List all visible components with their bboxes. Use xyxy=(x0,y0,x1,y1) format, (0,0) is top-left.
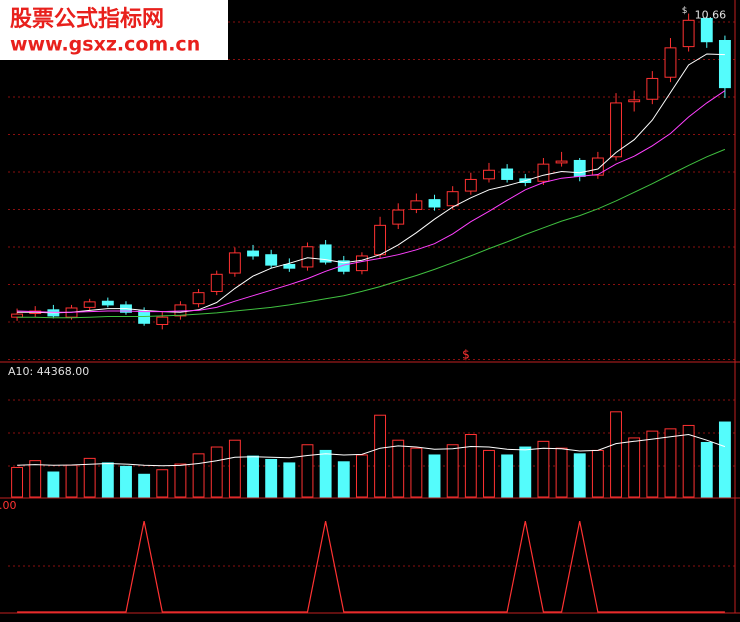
volume-bar xyxy=(355,454,368,498)
volume-bar xyxy=(11,466,24,498)
volume-bar xyxy=(483,449,495,498)
volume-bar xyxy=(700,441,713,498)
volume-bar xyxy=(174,463,187,498)
volume-bar xyxy=(537,440,550,498)
volume-bar xyxy=(247,455,259,498)
volume-bar xyxy=(610,411,622,498)
candle-body xyxy=(664,47,677,78)
candle-body xyxy=(392,209,405,225)
volume-bar xyxy=(428,454,441,498)
candle-body xyxy=(374,224,387,256)
volume-bar xyxy=(501,454,514,498)
volume-bar xyxy=(210,446,223,498)
volume-bar xyxy=(47,471,60,498)
candle-body xyxy=(718,40,731,89)
volume-bar xyxy=(228,439,241,498)
candle-body xyxy=(210,273,223,292)
volume-bar xyxy=(446,444,459,498)
moving-average xyxy=(17,148,726,319)
watermark-url: www.gsxz.com.cn xyxy=(10,34,200,56)
candle-body xyxy=(682,19,695,48)
candle-body xyxy=(337,260,350,272)
candle-body xyxy=(228,252,241,274)
volume-bar xyxy=(65,464,78,498)
moving-average xyxy=(17,53,725,314)
candle-body xyxy=(355,255,368,272)
candle-body xyxy=(591,157,604,176)
volume-bar xyxy=(464,434,477,498)
volume-bar xyxy=(664,428,677,498)
volume-bar xyxy=(156,469,169,498)
volume-bar xyxy=(555,447,568,498)
candle-body xyxy=(283,264,296,269)
candle-body xyxy=(138,310,151,324)
volume-bar xyxy=(301,444,314,498)
candle-body xyxy=(646,77,659,100)
candle-body xyxy=(83,301,96,308)
moving-average xyxy=(17,90,726,313)
candle-body xyxy=(156,316,169,326)
volume-bar xyxy=(29,460,42,498)
candle-body xyxy=(101,300,114,306)
candle-body xyxy=(555,160,568,164)
candle-body xyxy=(537,163,550,182)
volume-bar xyxy=(120,465,132,498)
volume-bar xyxy=(283,462,296,498)
volume-bar xyxy=(319,449,332,498)
watermark-box xyxy=(0,0,228,60)
volume-bar xyxy=(682,424,695,498)
high-label: 10.66 xyxy=(695,9,727,22)
candle-body xyxy=(410,200,423,210)
volume-average xyxy=(17,433,726,467)
volume-bar xyxy=(519,446,532,498)
candle-body xyxy=(573,159,586,177)
volume-bar xyxy=(337,461,350,498)
volume-bar xyxy=(591,449,604,498)
candle-body xyxy=(428,199,441,208)
volume-bar xyxy=(646,430,659,498)
volume-bar xyxy=(410,447,423,498)
volume-bar xyxy=(138,473,151,498)
volume-bar xyxy=(628,437,641,498)
candle-body xyxy=(446,191,459,207)
volume-bar xyxy=(83,457,96,498)
candle-body xyxy=(483,169,495,180)
candle-body xyxy=(247,250,259,257)
candle-body xyxy=(11,313,24,318)
signal-line xyxy=(17,520,725,613)
candle-body xyxy=(700,17,713,43)
volume-bar xyxy=(573,453,586,498)
volume-bar xyxy=(718,421,731,498)
candle-body xyxy=(610,102,622,158)
volume-label: A10: 44368.00 xyxy=(8,365,89,378)
candle-body xyxy=(319,244,332,263)
signal-marker: $ xyxy=(682,6,688,16)
signal-label: 0.00 xyxy=(0,499,17,512)
volume-bar xyxy=(192,453,205,498)
volume-bar xyxy=(265,459,278,498)
volume-bar xyxy=(374,414,387,498)
candle-body xyxy=(265,254,278,266)
candle-body xyxy=(301,246,314,268)
candle-body xyxy=(464,178,477,192)
watermark-title: 股票公式指标网 xyxy=(10,6,164,32)
signal-marker: $ xyxy=(462,348,470,362)
volume-bar xyxy=(101,462,114,498)
volume-bar xyxy=(392,439,405,498)
candle-body xyxy=(501,168,514,180)
candle-body xyxy=(628,99,641,103)
candle-body xyxy=(192,292,205,305)
